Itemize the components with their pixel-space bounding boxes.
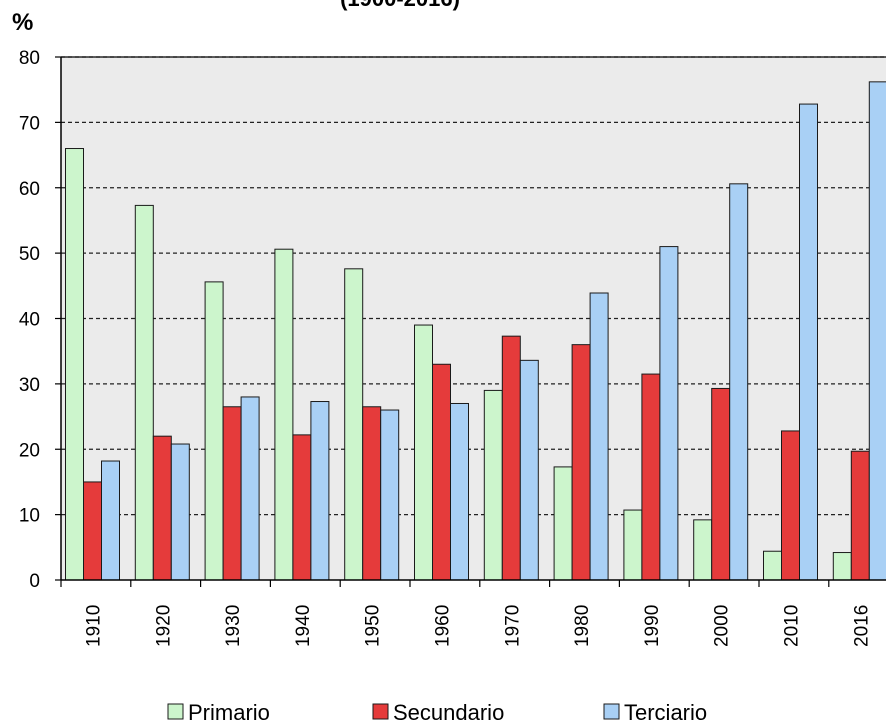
legend-swatch-terciario bbox=[603, 703, 620, 720]
bar-primario-1950 bbox=[344, 268, 364, 581]
bar-terciario-1980 bbox=[589, 292, 609, 581]
legend-label-primario: Primario bbox=[188, 700, 270, 725]
x-tick-label-1950: 1950 bbox=[363, 605, 384, 647]
y-tick-label-70: 70 bbox=[19, 113, 40, 134]
x-tick-label-1910: 1910 bbox=[84, 605, 105, 647]
x-tick-label-1920: 1920 bbox=[153, 605, 174, 647]
x-tick-label-1970: 1970 bbox=[502, 605, 523, 647]
bar-primario-2010 bbox=[763, 550, 782, 581]
y-axis-unit-label: % bbox=[12, 9, 33, 36]
bar-terciario-2016 bbox=[868, 81, 886, 581]
axes bbox=[55, 56, 886, 587]
x-tick-label-1940: 1940 bbox=[293, 605, 314, 647]
y-tick-label-30: 30 bbox=[19, 375, 40, 396]
bar-primario-1910 bbox=[65, 148, 84, 581]
bar-terciario-1990 bbox=[659, 246, 679, 581]
bar-terciario-2010 bbox=[799, 103, 818, 581]
bar-primario-1940 bbox=[274, 248, 294, 581]
bar-secundario-1910 bbox=[83, 481, 102, 581]
bar-terciario-1930 bbox=[240, 396, 260, 581]
legend-label-secundario: Secundario bbox=[393, 700, 504, 725]
legend-label-terciario: Terciario bbox=[624, 700, 707, 725]
bar-secundario-2000 bbox=[711, 387, 731, 581]
y-tick-label-50: 50 bbox=[19, 244, 40, 265]
bar-terciario-1960 bbox=[450, 402, 469, 581]
y-tick-label-20: 20 bbox=[19, 440, 40, 461]
x-tick-label-1960: 1960 bbox=[433, 605, 454, 647]
bar-primario-2016 bbox=[832, 552, 852, 581]
bar-terciario-1940 bbox=[310, 401, 330, 581]
x-tick-label-1930: 1930 bbox=[223, 605, 244, 647]
y-tick-label-10: 10 bbox=[19, 506, 40, 527]
bar-terciario-1920 bbox=[170, 443, 190, 581]
x-tick-label-2010: 2010 bbox=[782, 605, 803, 647]
bar-secundario-1930 bbox=[222, 406, 242, 581]
bar-primario-1990 bbox=[623, 509, 643, 581]
legend: Primario Secundario Terciario bbox=[167, 700, 707, 725]
bar-secundario-2010 bbox=[781, 430, 800, 581]
bar-secundario-1970 bbox=[501, 335, 521, 581]
bar-secundario-1980 bbox=[571, 344, 591, 581]
x-tick-label-1990: 1990 bbox=[642, 605, 663, 647]
bar-secundario-1990 bbox=[641, 373, 661, 581]
bar-primario-1980 bbox=[553, 466, 573, 581]
y-tick-labels: 0 10 20 30 40 50 60 70 80 bbox=[19, 48, 40, 592]
y-tick-label-40: 40 bbox=[19, 310, 40, 331]
y-tick-label-80: 80 bbox=[19, 48, 40, 69]
bar-terciario-1950 bbox=[380, 409, 400, 581]
x-tick-label-2000: 2000 bbox=[712, 605, 733, 647]
bar-secundario-1950 bbox=[362, 406, 382, 581]
bar-terciario-1910 bbox=[101, 460, 120, 581]
bars bbox=[65, 81, 886, 581]
bar-primario-1970 bbox=[483, 389, 503, 581]
bar-primario-1930 bbox=[204, 281, 224, 581]
x-tick-labels: 1910 1920 1930 1940 1950 1960 1970 1980 1990 2000… bbox=[84, 605, 873, 647]
bar-terciario-1970 bbox=[519, 359, 539, 581]
x-tick-label-2016: 2016 bbox=[851, 605, 872, 647]
bar-terciario-2000 bbox=[729, 183, 749, 581]
bar-secundario-1940 bbox=[292, 434, 312, 581]
legend-swatch-secundario bbox=[372, 703, 389, 720]
bar-secundario-1960 bbox=[432, 363, 451, 581]
bar-primario-1920 bbox=[134, 204, 154, 581]
y-tick-label-60: 60 bbox=[19, 179, 40, 200]
bar-primario-1960 bbox=[414, 324, 433, 581]
bar-secundario-2016 bbox=[850, 450, 870, 581]
chart-title: (1900-2016) bbox=[340, 0, 460, 11]
bar-primario-2000 bbox=[693, 519, 713, 581]
x-tick-label-1980: 1980 bbox=[572, 605, 593, 647]
bar-secundario-1920 bbox=[152, 435, 172, 581]
legend-swatch-primario bbox=[167, 703, 184, 720]
y-tick-label-0: 0 bbox=[29, 571, 40, 592]
